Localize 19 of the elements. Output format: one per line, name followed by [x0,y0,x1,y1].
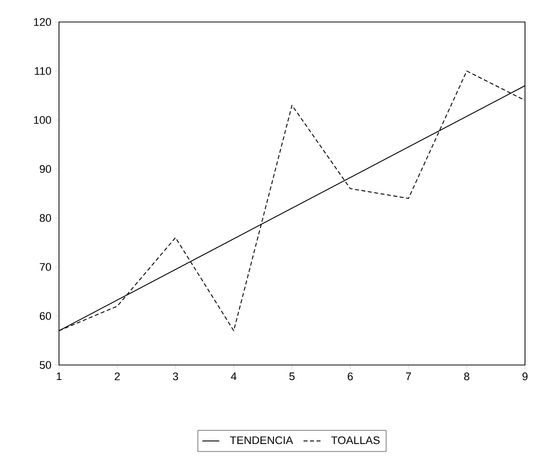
x-tick-label: 4 [230,372,236,380]
x-tick-label: 9 [522,372,528,380]
y-tick-label: 70 [40,263,52,271]
x-tick-label: 1 [56,372,62,380]
x-tick-label: 7 [406,372,411,380]
y-tick-label: 100 [34,116,52,124]
x-tick-label: 8 [464,372,470,380]
x-tick-label: 3 [172,372,178,380]
legend-label: TOALLAS [331,436,380,444]
y-tick-label: 110 [34,67,52,75]
x-tick-label: 5 [289,372,295,380]
y-tick-label: 120 [34,18,52,26]
y-tick-label: 50 [40,361,52,369]
y-tick-label: 90 [40,165,52,173]
x-tick-label: 6 [348,372,353,380]
y-tick-label: 80 [40,214,52,222]
x-tick-label: 2 [114,372,120,380]
y-tick-label: 60 [40,312,52,320]
legend-label: TENDENCIA [230,436,294,444]
